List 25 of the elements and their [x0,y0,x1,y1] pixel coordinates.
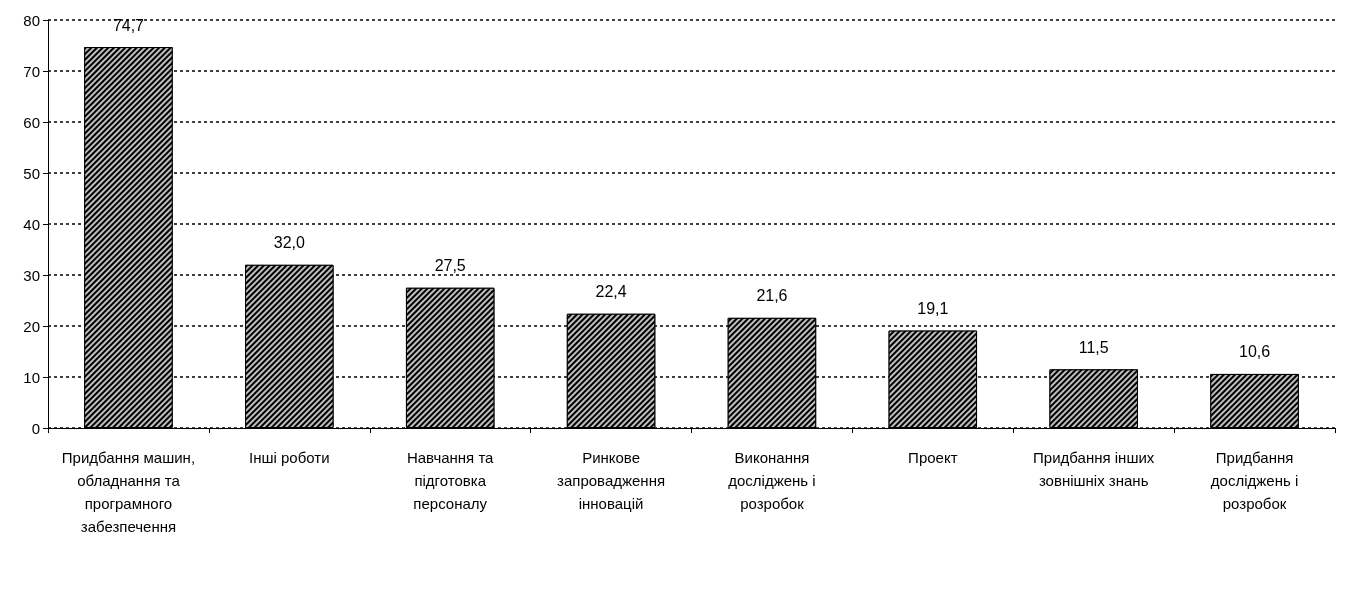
x-tick-label: Придбання інших зовнішніх знань [1033,449,1155,489]
data-label: 11,5 [1078,338,1109,356]
data-label: 10,6 [1238,343,1271,361]
y-tick-label: 50 [23,164,40,182]
y-tick-label: 60 [23,113,40,131]
y-tick-label: 70 [23,62,40,80]
y-tick-label: 80 [23,11,40,29]
x-tick-label: Придбання машин, обладнання та програмного забезпечення [61,449,196,535]
x-tick-label: Навчання та підготовка персоналу [406,449,495,512]
x-tick-label: Інші роботи [249,449,330,466]
y-tick-label: 20 [23,317,40,335]
data-label: 27,5 [434,257,466,275]
y-tick-label: 10 [23,368,40,386]
data-label: 21,6 [756,287,788,305]
data-label: 74,7 [112,16,145,34]
data-label: 22,4 [595,283,627,301]
y-tick-label: 40 [23,215,40,233]
data-label: 19,1 [917,300,949,318]
x-tick-label: Придбання досліджень і розробок [1210,449,1299,512]
y-tick-label: 30 [23,266,40,284]
x-tick-label: Проект [908,449,958,466]
x-tick-label: Виконання досліджень і розробок [728,449,816,512]
x-tick-label: Ринкове запровадження інновацій [557,449,666,512]
y-tick-label: 0 [31,419,40,437]
data-label: 32,0 [273,234,305,252]
